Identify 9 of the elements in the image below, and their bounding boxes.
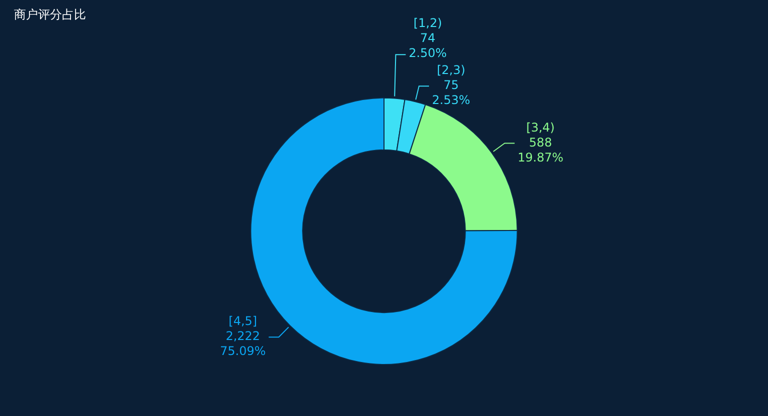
data-label: 75 2.53%: [432, 78, 470, 108]
data-label: 2,222 75.09%: [220, 329, 266, 358]
data-label: 74 2.50%: [408, 31, 447, 60]
slice-label: [4,5]: [228, 314, 258, 328]
slice-label: [2,3): [436, 63, 466, 78]
slice-label: [1,2): [414, 16, 442, 30]
slice-label: [3,4): [526, 120, 555, 134]
data-label: 588 19.87%: [518, 135, 564, 164]
text: 商户评分占比: [14, 7, 86, 22]
